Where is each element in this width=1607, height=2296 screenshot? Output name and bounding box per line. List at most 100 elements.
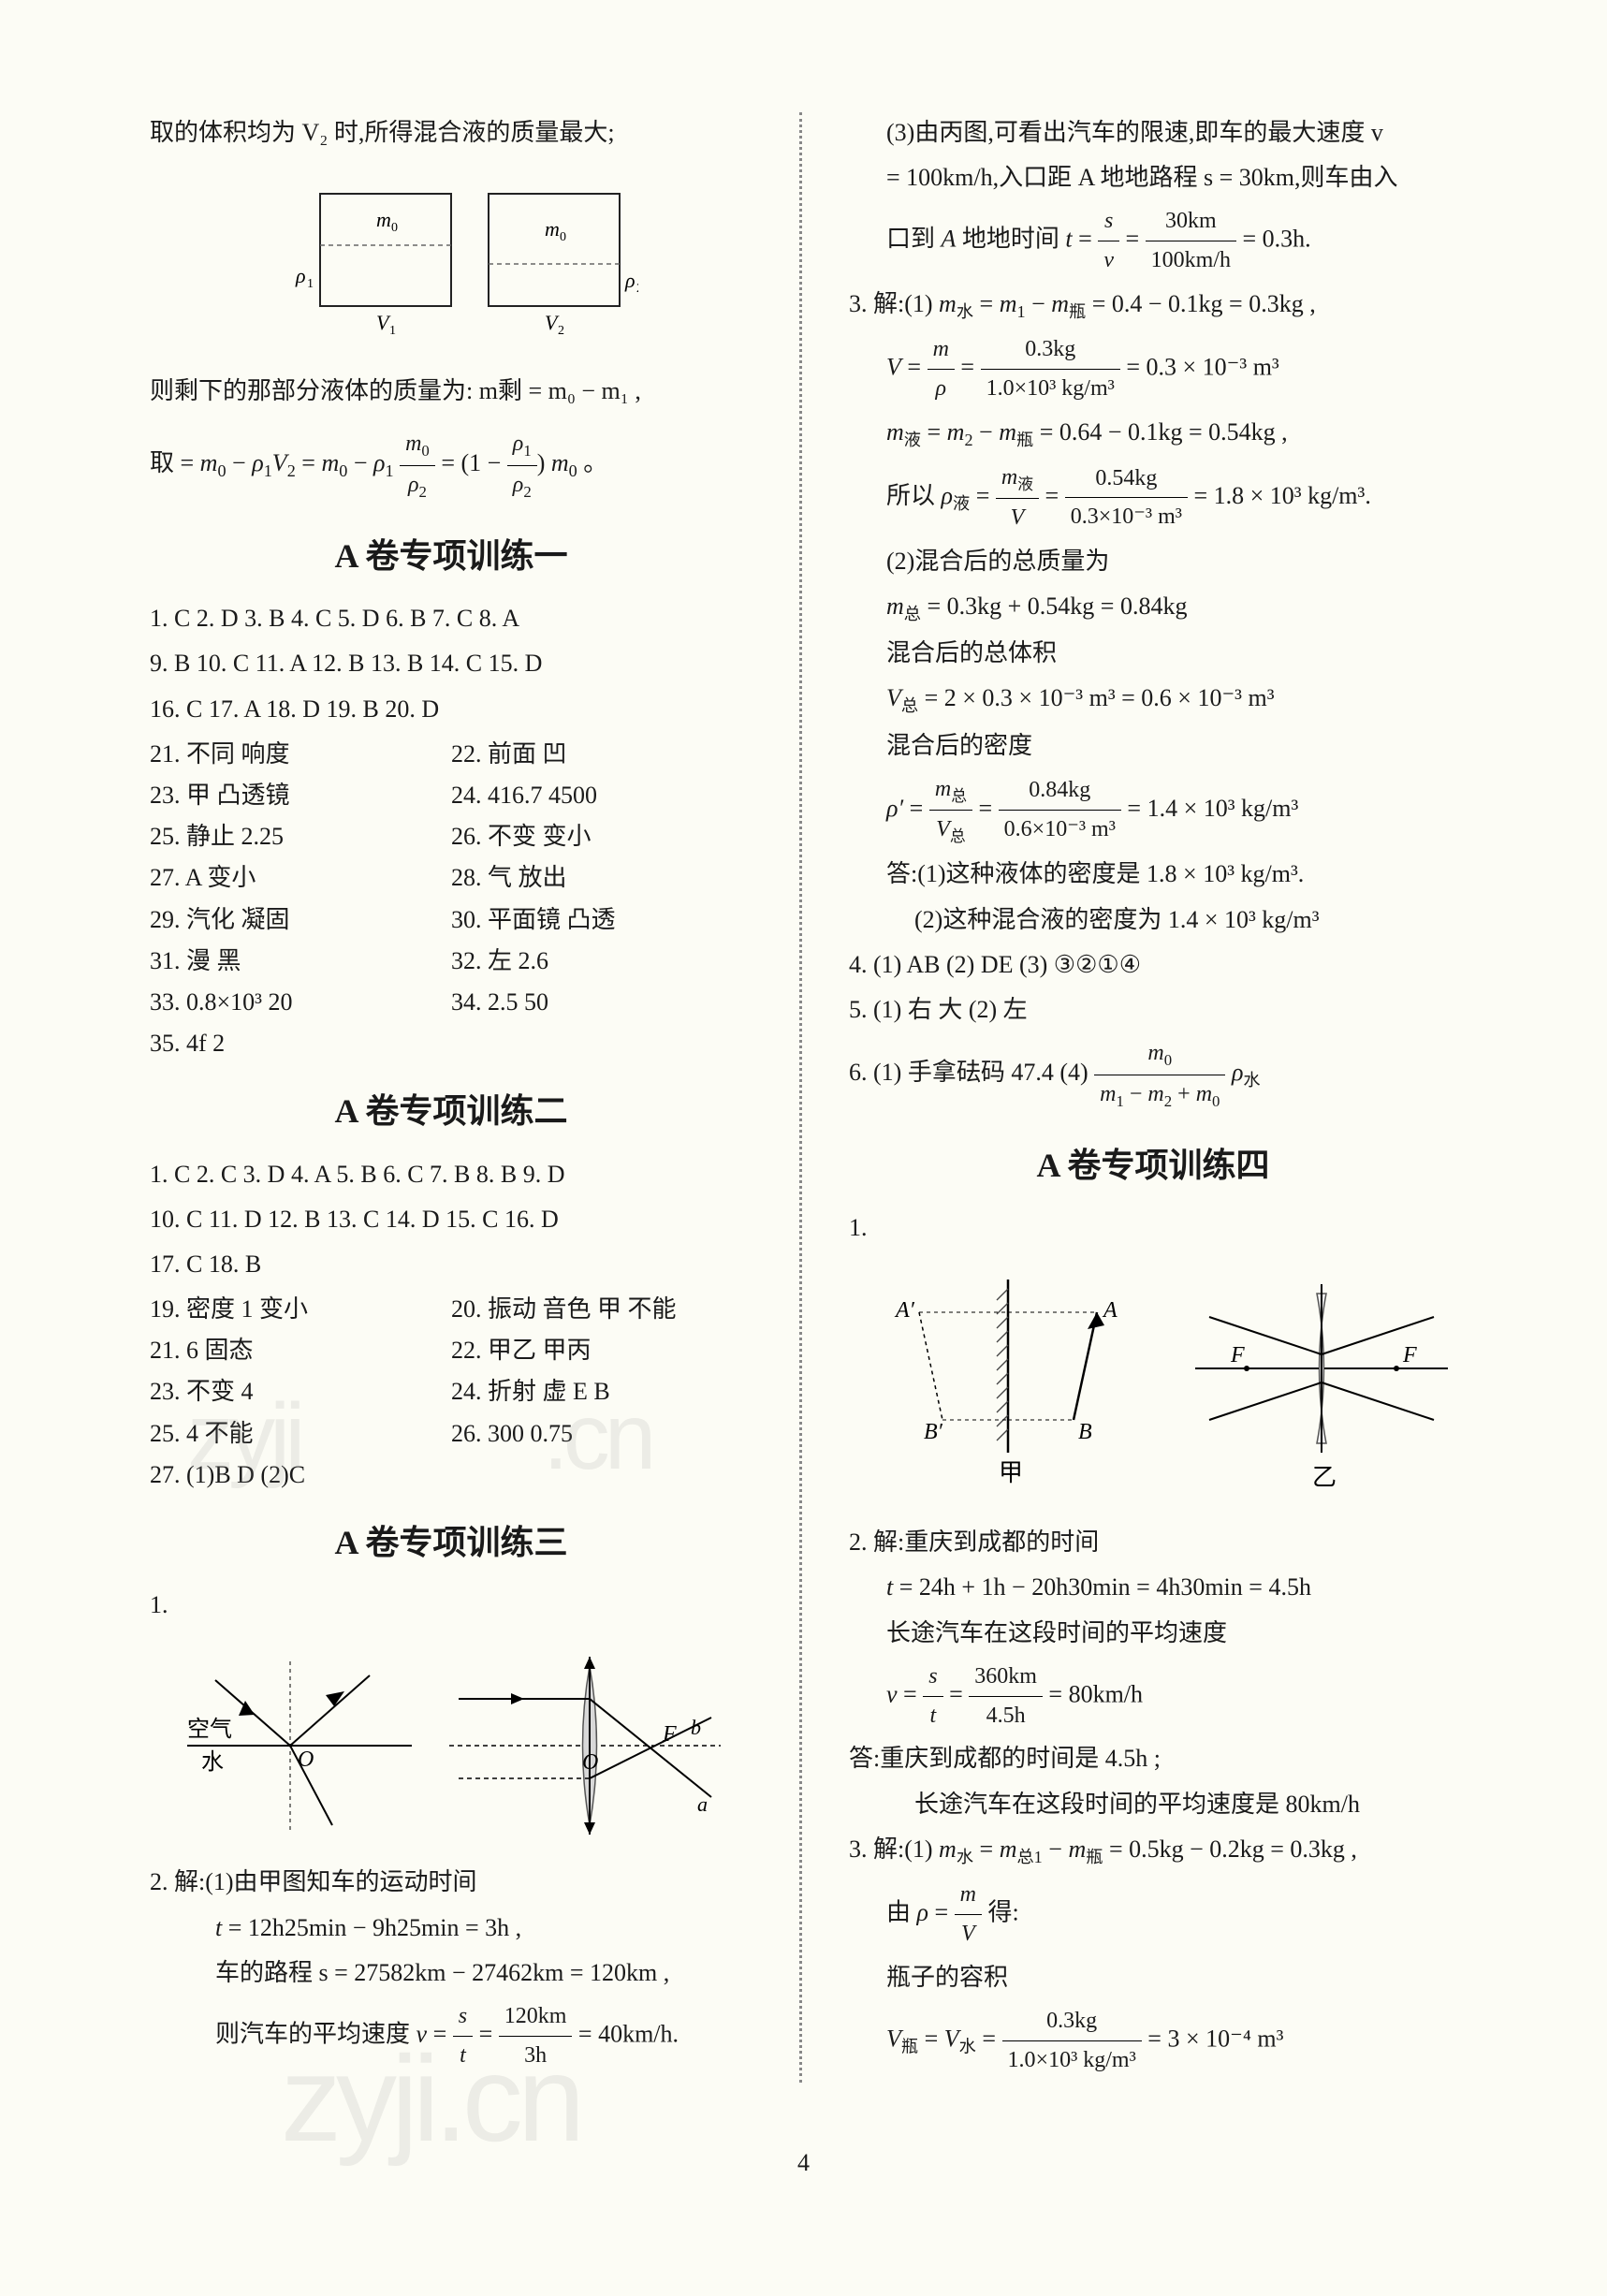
svg-text:1: 1 bbox=[389, 324, 396, 338]
s1-f28: 28. 气 放出 bbox=[451, 857, 752, 899]
refraction-diagram: 空气 水 O O F b bbox=[168, 1643, 730, 1849]
s2-f19: 19. 密度 1 变小 bbox=[150, 1289, 451, 1330]
svg-text:A: A bbox=[1102, 1298, 1118, 1323]
section1-title: A 卷专项训练一 bbox=[150, 528, 752, 585]
s3-q2-4: 则汽车的平均速度 v = st = 120km3h = 40km/h. bbox=[150, 1997, 752, 2075]
s2-f26: 26. 300 0.75 bbox=[451, 1413, 752, 1455]
s3-q2-3: 车的路程 s = 27582km − 27462km = 120km , bbox=[150, 1952, 752, 1994]
column-divider bbox=[799, 112, 802, 2083]
left-column: 取的体积均为 V₂ 时,所得混合液的质量最大; m 0 ρ 1 V 1 m 0 … bbox=[150, 112, 752, 2083]
svg-text:乙: 乙 bbox=[1312, 1464, 1337, 1491]
s1-mc-3: 16. C 17. A 18. D 19. B 20. D bbox=[150, 689, 752, 730]
svg-text:2: 2 bbox=[636, 282, 638, 296]
r-q4: 4. (1) AB (2) DE (3) ③②①④ bbox=[849, 944, 1457, 986]
r-top-1: (3)由丙图,可看出汽车的限速,即车的最大速度 v bbox=[849, 112, 1457, 154]
svg-text:O: O bbox=[582, 1750, 598, 1775]
after-box-1: 则剩下的那部分液体的质量为: m剩 = m₀ − m₁ , bbox=[150, 371, 752, 412]
r-q3-5: (2)混合后的总质量为 bbox=[849, 541, 1457, 582]
s4-q2-3: 长途汽车在这段时间的平均速度 bbox=[849, 1613, 1457, 1654]
svg-text:空气: 空气 bbox=[187, 1717, 232, 1742]
svg-text:F: F bbox=[1230, 1343, 1245, 1367]
s2-mc-3: 17. C 18. B bbox=[150, 1244, 752, 1285]
s2-f27: 27. (1)B D (2)C bbox=[150, 1455, 451, 1496]
r-q3-2: V = mρ = 0.3kg1.0×10³ kg/m³ = 0.3 × 10⁻³… bbox=[849, 330, 1457, 408]
s4-q1-label: 1. bbox=[849, 1207, 1457, 1249]
svg-text:b: b bbox=[691, 1716, 701, 1739]
s1-f24: 24. 416.7 4500 bbox=[451, 775, 752, 816]
s1-f32: 32. 左 2.6 bbox=[451, 941, 752, 982]
svg-text:m: m bbox=[376, 208, 391, 231]
svg-text:F: F bbox=[662, 1722, 677, 1747]
s4-q2-4: v = st = 360km4.5h = 80km/h bbox=[849, 1658, 1457, 1735]
svg-text:ρ: ρ bbox=[624, 269, 635, 292]
right-column: (3)由丙图,可看出汽车的限速,即车的最大速度 v = 100km/h,入口距 … bbox=[849, 112, 1457, 2083]
mirror-lens-diagram-row: A B A′ B′ 甲 bbox=[868, 1265, 1457, 1509]
section3-title: A 卷专项训练三 bbox=[150, 1514, 752, 1572]
s2-f24: 24. 折射 虚 E B bbox=[451, 1371, 752, 1412]
svg-text:a: a bbox=[697, 1792, 708, 1816]
s2-mc-1: 1. C 2. C 3. D 4. A 5. B 6. C 7. B 8. B … bbox=[150, 1154, 752, 1195]
r-q5: 5. (1) 右 大 (2) 左 bbox=[849, 989, 1457, 1031]
s1-f30: 30. 平面镜 凸透 bbox=[451, 899, 752, 941]
s1-f25: 25. 静止 2.25 bbox=[150, 816, 451, 857]
svg-text:m: m bbox=[545, 217, 560, 241]
s1-f26: 26. 不变 变小 bbox=[451, 816, 752, 857]
refraction-diagram-row: 空气 水 O O F b bbox=[168, 1643, 752, 1849]
s1-f29: 29. 汽化 凝固 bbox=[150, 899, 451, 941]
r-q3-9: 混合后的密度 bbox=[849, 725, 1457, 767]
svg-text:1: 1 bbox=[307, 277, 314, 291]
r-q3-3: m液 = m2 − m瓶 = 0.64 − 0.1kg = 0.54kg , bbox=[849, 412, 1457, 455]
s1-mc-2: 9. B 10. C 11. A 12. B 13. B 14. C 15. D bbox=[150, 643, 752, 684]
s1-f22: 22. 前面 凹 bbox=[451, 734, 752, 775]
r-q3-7: 混合后的总体积 bbox=[849, 633, 1457, 674]
r-q3-12: (2)这种混合液的密度为 1.4 × 10³ kg/m³ bbox=[849, 899, 1457, 941]
s4-q2-2: t = 24h + 1h − 20h30min = 4h30min = 4.5h bbox=[849, 1567, 1457, 1608]
s1-f23: 23. 甲 凸透镜 bbox=[150, 775, 451, 816]
section4-title: A 卷专项训练四 bbox=[849, 1137, 1457, 1194]
s2-f20: 20. 振动 音色 甲 不能 bbox=[451, 1289, 752, 1330]
r-q3-8: V总 = 2 × 0.3 × 10⁻³ m³ = 0.6 × 10⁻³ m³ bbox=[849, 678, 1457, 721]
page-number: 4 bbox=[797, 2142, 810, 2184]
svg-text:0: 0 bbox=[391, 221, 398, 235]
r-top-2: = 100km/h,入口距 A 地地路程 s = 30km,则车由入 bbox=[849, 157, 1457, 198]
s1-f21: 21. 不同 响度 bbox=[150, 734, 451, 775]
s4-q2-5: 答:重庆到成都的时间是 4.5h ; bbox=[849, 1738, 1457, 1779]
r-q3-4: 所以 ρ液 = m液V = 0.54kg0.3×10⁻³ m³ = 1.8 × … bbox=[849, 459, 1457, 537]
s3-q2-1: 2. 解:(1)由甲图知车的运动时间 bbox=[150, 1862, 752, 1903]
r-q3-1: 3. 解:(1) m水 = m1 − m瓶 = 0.4 − 0.1kg = 0.… bbox=[849, 284, 1457, 327]
r-top-3: 口到 A 地地时间 t = sv = 30km100km/h = 0.3h. bbox=[849, 202, 1457, 280]
s4-q3-4: V瓶 = V水 = 0.3kg1.0×10³ kg/m³ = 3 × 10⁻⁴ … bbox=[849, 2002, 1457, 2080]
svg-text:ρ: ρ bbox=[295, 264, 306, 287]
s2-f23: 23. 不变 4 bbox=[150, 1371, 451, 1412]
box-diagram: m 0 ρ 1 V 1 m 0 ρ 2 V 2 bbox=[283, 180, 638, 348]
s2-f22: 22. 甲乙 甲丙 bbox=[451, 1330, 752, 1371]
s1-f31: 31. 漫 黑 bbox=[150, 941, 451, 982]
r-q3-11: 答:(1)这种液体的密度是 1.8 × 10³ kg/m³. bbox=[849, 854, 1457, 895]
s4-q3-2: 由 ρ = mV 得: bbox=[849, 1876, 1457, 1953]
box-diagram-row: m 0 ρ 1 V 1 m 0 ρ 2 V 2 bbox=[168, 170, 752, 358]
s3-q2-2: t = 12h25min − 9h25min = 3h , bbox=[150, 1908, 752, 1949]
svg-text:水: 水 bbox=[201, 1749, 224, 1775]
section2-title: A 卷专项训练二 bbox=[150, 1083, 752, 1140]
s4-q2-1: 2. 解:重庆到成都的时间 bbox=[849, 1522, 1457, 1563]
s3-q1-label: 1. bbox=[150, 1585, 752, 1626]
s1-mc-1: 1. C 2. D 3. B 4. C 5. D 6. B 7. C 8. A bbox=[150, 598, 752, 639]
svg-text:B′: B′ bbox=[924, 1420, 943, 1444]
svg-text:0: 0 bbox=[560, 230, 566, 244]
svg-text:O: O bbox=[298, 1748, 314, 1772]
svg-text:F: F bbox=[1402, 1343, 1417, 1367]
s1-f35: 35. 4f 2 bbox=[150, 1023, 451, 1064]
s1-fill: 21. 不同 响度 22. 前面 凹 23. 甲 凸透镜 24. 416.7 4… bbox=[150, 734, 752, 1065]
s4-q2-6: 长途汽车在这段时间的平均速度是 80km/h bbox=[849, 1784, 1457, 1825]
s4-q3-1: 3. 解:(1) m水 = m总1 − m瓶 = 0.5kg − 0.2kg =… bbox=[849, 1829, 1457, 1872]
svg-text:B: B bbox=[1078, 1420, 1092, 1444]
svg-text:甲: 甲 bbox=[999, 1459, 1023, 1486]
page-root: 取的体积均为 V₂ 时,所得混合液的质量最大; m 0 ρ 1 V 1 m 0 … bbox=[0, 0, 1607, 2139]
s4-q3-3: 瓶子的容积 bbox=[849, 1957, 1457, 1998]
r-q6: 6. (1) 手拿砝码 47.4 (4) m0m1 − m2 + m0 ρ水 bbox=[849, 1034, 1457, 1115]
s2-mc-2: 10. C 11. D 12. B 13. C 14. D 15. C 16. … bbox=[150, 1199, 752, 1240]
s1-f33: 33. 0.8×10³ 20 bbox=[150, 982, 451, 1023]
s2-fill: 19. 密度 1 变小 20. 振动 音色 甲 不能 21. 6 固态 22. … bbox=[150, 1289, 752, 1496]
r-q3-10: ρ′ = m总V总 = 0.84kg0.6×10⁻³ m³ = 1.4 × 10… bbox=[849, 770, 1457, 851]
mirror-lens-diagram: A B A′ B′ 甲 bbox=[868, 1265, 1457, 1509]
